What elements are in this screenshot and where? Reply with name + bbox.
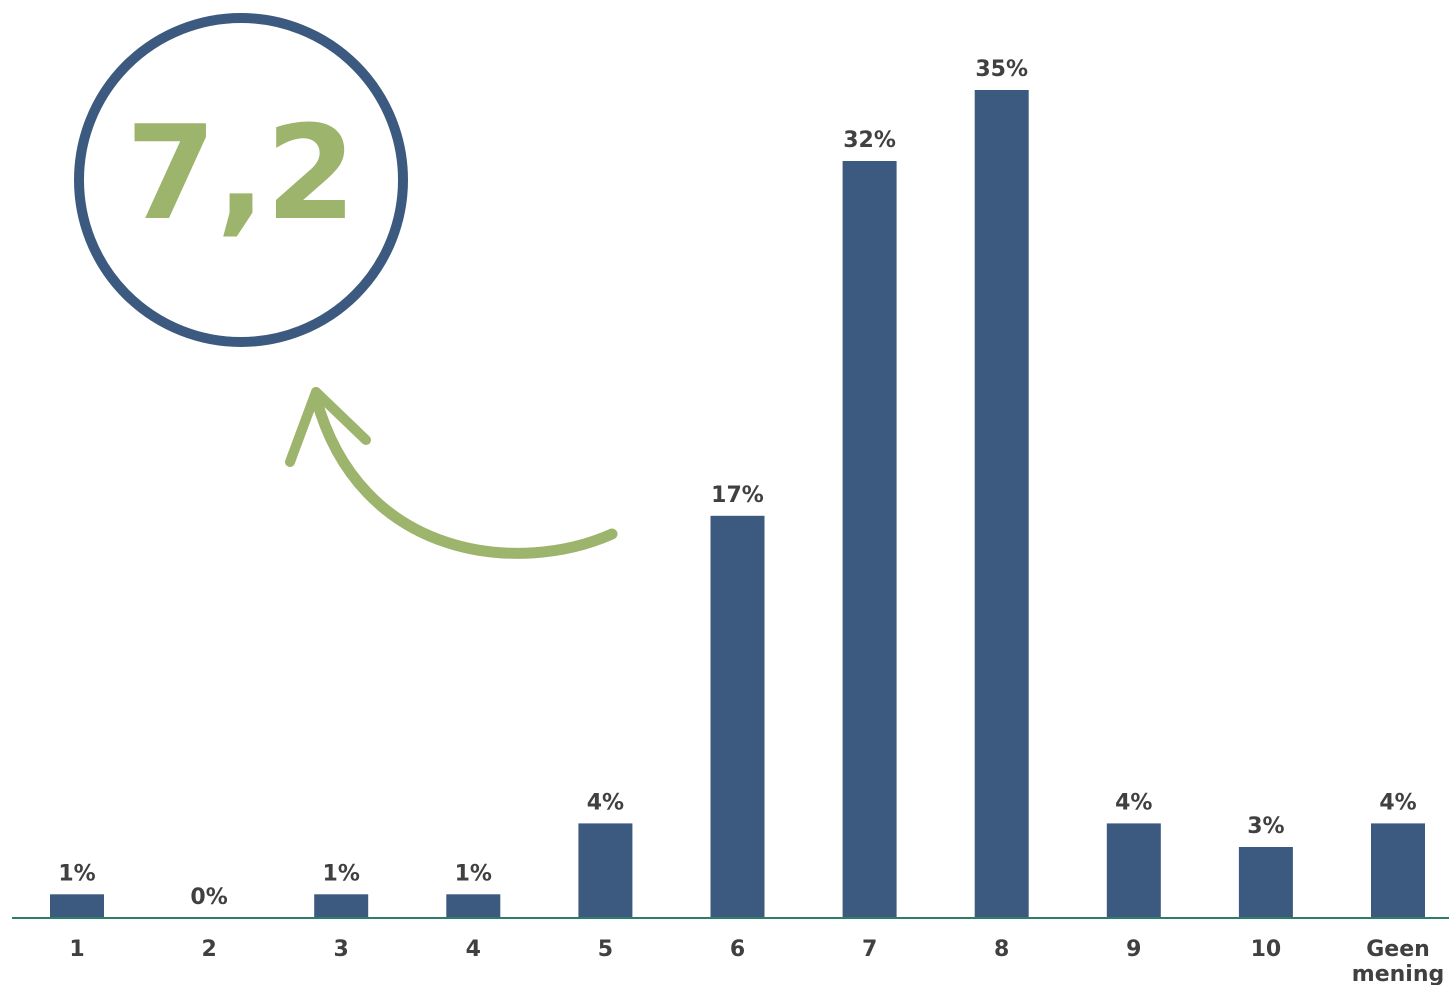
x-tick-label-9: 9 <box>1126 937 1141 962</box>
score-badge: 7,2 <box>74 13 408 347</box>
value-label-8: 35% <box>975 57 1028 82</box>
score-circle <box>74 13 408 347</box>
value-label-6: 17% <box>711 483 764 508</box>
bar-1 <box>50 894 104 918</box>
x-tick-label-7: 7 <box>862 937 877 962</box>
bar-7 <box>842 161 897 918</box>
bars-group <box>50 90 1425 918</box>
bar-3 <box>314 894 369 918</box>
x-tick-label-5: 5 <box>598 937 613 962</box>
bar-5 <box>578 823 633 918</box>
value-label-9: 4% <box>1115 790 1152 815</box>
x-tick-label-3: 3 <box>334 937 349 962</box>
x-tick-label-geen-mening: Geen mening <box>1352 937 1444 985</box>
value-label-7: 32% <box>843 128 896 153</box>
bar-geen-mening <box>1371 823 1425 918</box>
value-label-10: 3% <box>1247 814 1284 839</box>
bar-9 <box>1106 823 1161 918</box>
x-tick-label-10: 10 <box>1251 937 1282 962</box>
value-label-1: 1% <box>58 861 95 886</box>
x-tick-label-2: 2 <box>201 937 216 962</box>
x-tick-label-4: 4 <box>466 937 481 962</box>
x-tick-label-8: 8 <box>994 937 1009 962</box>
x-tick-label-6: 6 <box>730 937 745 962</box>
value-labels-group: 1% 0% 1% 1% 4% 17% 32% 35% 4% 3% 4% <box>58 57 1416 910</box>
bar-6 <box>710 515 765 918</box>
value-label-5: 4% <box>587 790 624 815</box>
curved-arrow-icon <box>285 387 618 559</box>
bar-8 <box>974 90 1029 918</box>
x-tick-label-1: 1 <box>69 937 84 962</box>
value-label-2: 0% <box>190 885 227 910</box>
value-label-4: 1% <box>455 861 492 886</box>
score-value: 7,2 <box>126 97 356 249</box>
bar-10 <box>1238 847 1293 918</box>
x-tick-labels-group: 1 2 3 4 5 6 7 8 9 10 Geen mening <box>69 937 1444 985</box>
bar-4 <box>446 894 501 918</box>
value-label-3: 1% <box>323 861 360 886</box>
value-label-geen-mening: 4% <box>1379 790 1416 815</box>
